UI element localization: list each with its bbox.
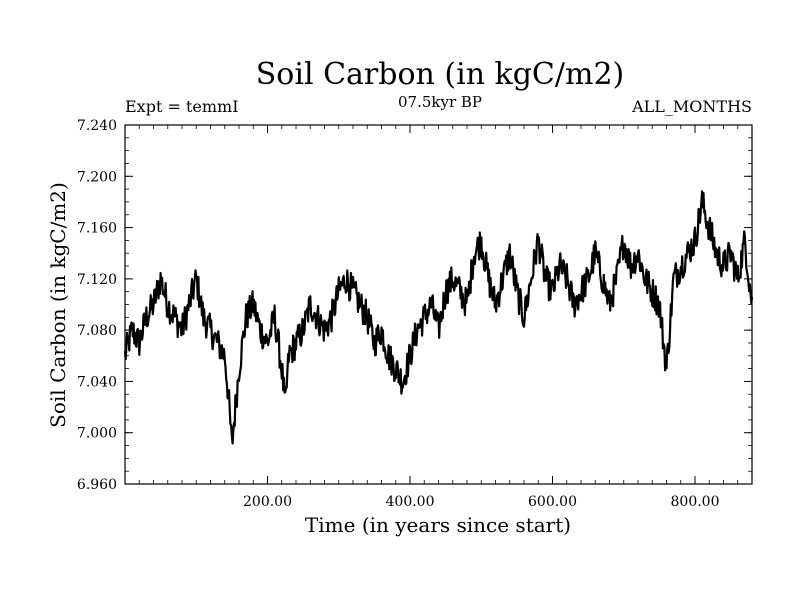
y-tick-label: 6.960 [77, 477, 117, 493]
y-tick-label: 7.120 [77, 272, 117, 288]
y-axis-label: Soil Carbon (in kgC/m2) [46, 182, 70, 428]
y-tick-label: 7.080 [77, 323, 117, 339]
experiment-label: Expt = temmI [125, 97, 239, 116]
x-tick-label: 600.00 [528, 494, 577, 510]
chart-subtitle: 07.5kyr BP [398, 93, 482, 111]
x-axis-label: Time (in years since start) [305, 513, 571, 537]
x-tick-label: 200.00 [243, 494, 292, 510]
y-tick-label: 7.240 [77, 118, 117, 134]
months-label: ALL_MONTHS [631, 97, 752, 116]
series-group [123, 190, 754, 445]
y-tick-label: 7.040 [77, 374, 117, 390]
x-tick-label: 800.00 [671, 494, 720, 510]
series-line-soil-carbon [123, 190, 754, 445]
y-tick-label: 7.200 [77, 169, 117, 185]
x-tick-label: 400.00 [386, 494, 435, 510]
axis-ticks: 6.960 7.000 7.040 7.080 7.120 7.160 7.200 7.240… [77, 118, 752, 510]
y-tick-label: 7.000 [77, 426, 117, 442]
y-tick-label: 7.160 [77, 221, 117, 237]
chart-title: Soil Carbon (in kgC/m2) [256, 57, 624, 92]
